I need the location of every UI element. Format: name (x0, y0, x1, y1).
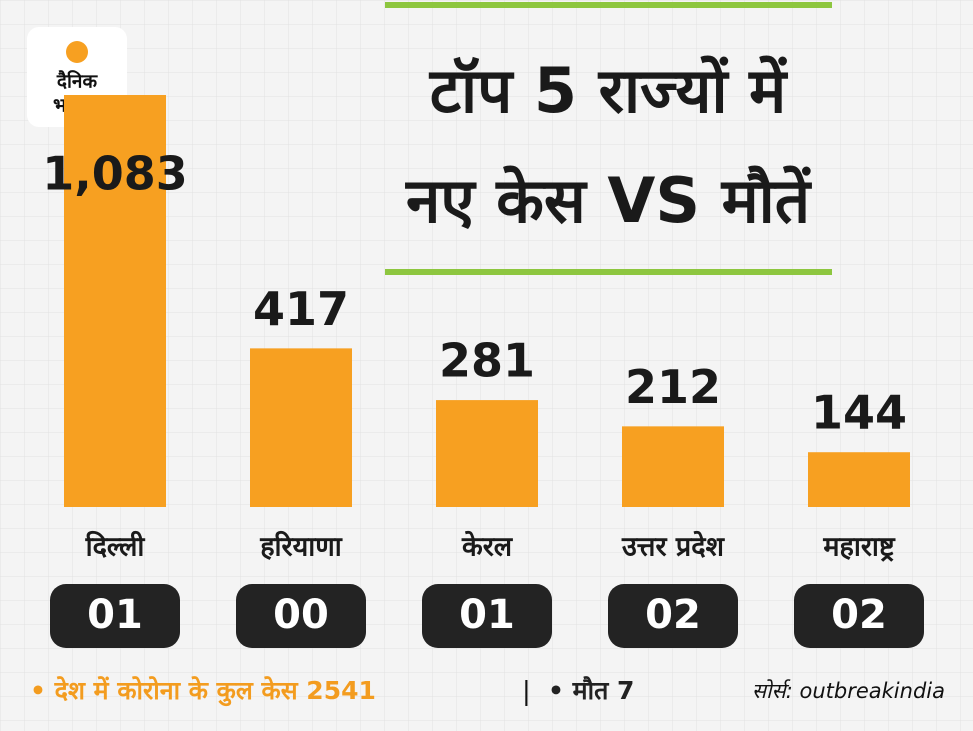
value-label: 1,083 (42, 147, 188, 201)
value-label: 144 (811, 386, 907, 440)
bar (622, 426, 724, 507)
value-label: 417 (253, 282, 349, 336)
total-cases: • देश में कोरोना के कुल केस 2541 (30, 676, 376, 707)
category-label: दिल्ली (85, 531, 146, 563)
title-line: नए केस VS मौतें (405, 164, 813, 237)
logo-sun (66, 41, 88, 63)
category-label: उत्तर प्रदेश (621, 531, 726, 563)
bar (64, 95, 166, 507)
death-badge (608, 584, 738, 648)
value-label: 212 (625, 360, 721, 414)
bar (808, 452, 910, 507)
title-line: टॉप 5 राज्यों में (429, 54, 788, 127)
source: सोर्स: outbreakindia (752, 679, 945, 703)
category-label: केरल (461, 531, 514, 563)
value-label: 281 (439, 334, 535, 388)
bar (436, 400, 538, 507)
death-badge (794, 584, 924, 648)
death-label: 02 (831, 592, 887, 638)
category-label: हरियाणा (259, 531, 343, 563)
death-label: 00 (273, 592, 329, 638)
death-label: 02 (645, 592, 701, 638)
death-label: 01 (87, 592, 143, 638)
category-label: महाराष्ट्र (822, 532, 896, 563)
logo-text: दैनिक (56, 70, 99, 93)
death-badge (50, 584, 180, 648)
separator: | (522, 677, 531, 707)
death-badge (236, 584, 366, 648)
total-deaths: • मौत 7 (548, 676, 634, 705)
death-label: 01 (459, 592, 515, 638)
death-badge (422, 584, 552, 648)
bar (250, 348, 352, 507)
